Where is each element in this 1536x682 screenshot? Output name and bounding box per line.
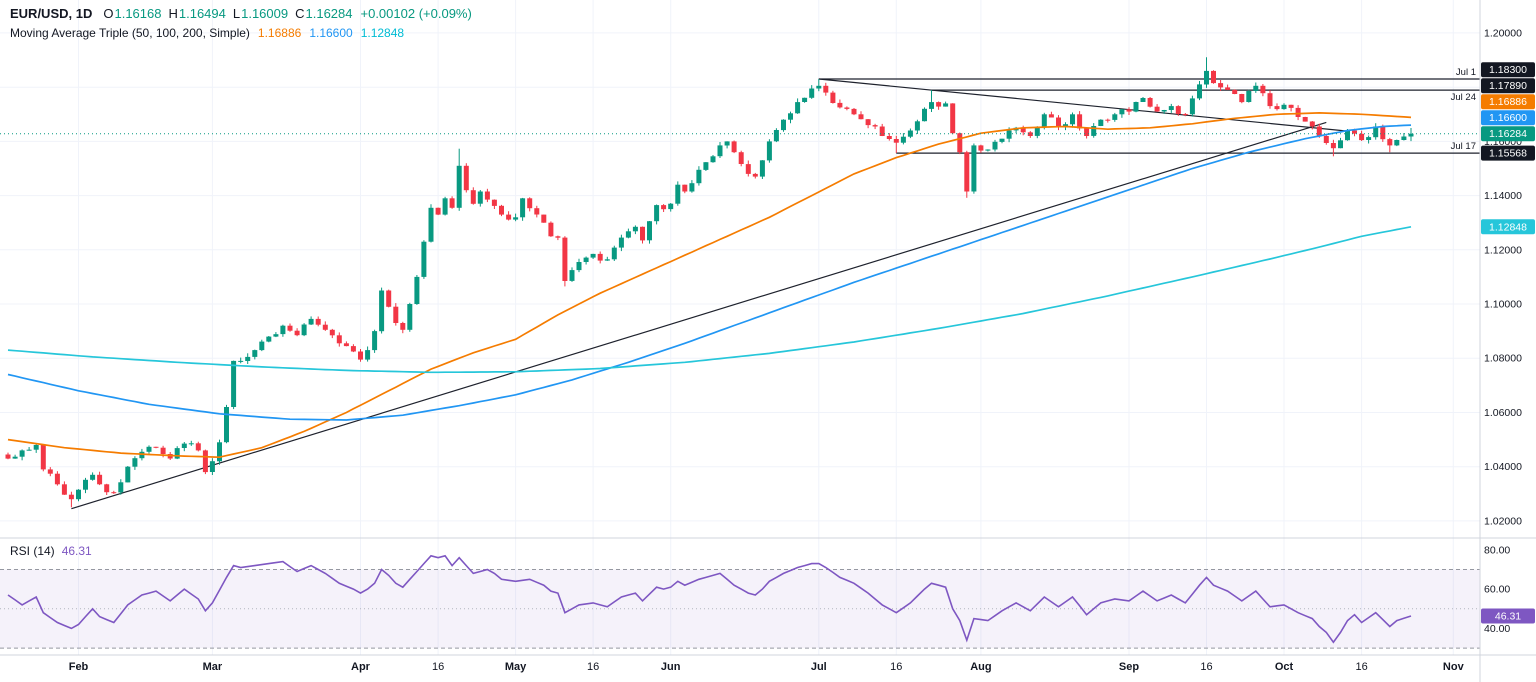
- symbol-title[interactable]: EUR/USD, 1D: [10, 6, 93, 21]
- ohlc-h-value: 1.16494: [178, 6, 226, 21]
- price-change: +0.00102 (+0.09%): [360, 6, 472, 21]
- svg-text:80.00: 80.00: [1484, 544, 1510, 556]
- time-label-Apr: Apr: [351, 661, 371, 673]
- svg-text:1.06000: 1.06000: [1484, 407, 1522, 419]
- ohlc-o-value: 1.16168: [114, 6, 162, 21]
- time-label-16: 16: [1355, 661, 1367, 673]
- ohlc-h-label: H: [168, 6, 178, 21]
- svg-text:1.14000: 1.14000: [1484, 190, 1522, 202]
- price-axis[interactable]: 1.200001.160001.140001.120001.100001.080…: [1451, 27, 1535, 635]
- rsi-legend: RSI (14) 46.31: [10, 544, 92, 558]
- time-label-May: May: [505, 661, 527, 673]
- svg-text:1.04000: 1.04000: [1484, 461, 1522, 473]
- time-label-Jun: Jun: [661, 661, 681, 673]
- svg-text:1.15568: 1.15568: [1489, 148, 1527, 160]
- time-label-16: 16: [1200, 661, 1212, 673]
- svg-text:1.18300: 1.18300: [1489, 64, 1527, 76]
- svg-text:60.00: 60.00: [1484, 584, 1510, 596]
- level-date-label: Jul 17: [1451, 141, 1476, 152]
- svg-text:1.16886: 1.16886: [1489, 96, 1527, 108]
- price-badge-1.16886: [1481, 94, 1535, 110]
- time-axis[interactable]: Feb Mar Apr 16 May 16 Jun Jul 16 Aug Sep 16 Oct 16 Nov: [69, 661, 1465, 673]
- rsi-badge: [1481, 608, 1535, 624]
- svg-text:1.08000: 1.08000: [1484, 353, 1522, 365]
- rsi-pane: [0, 569, 1480, 649]
- price-badge-1.18300: [1481, 62, 1535, 78]
- ohlc-l-value: 1.16009: [241, 6, 289, 21]
- price-badge-1.16600: [1481, 110, 1535, 126]
- svg-text:1.10000: 1.10000: [1484, 299, 1522, 311]
- time-label-16: 16: [587, 661, 599, 673]
- candlesticks[interactable]: [5, 57, 1414, 508]
- price-badge-1.17890: [1481, 78, 1535, 94]
- symbol-legend-row: EUR/USD, 1D O1.16168 H1.16494 L1.16009 C1.16…: [10, 6, 472, 21]
- ohlc-values: O1.16168 H1.16494 L1.16009 C1.16284 +0.00102…: [96, 6, 471, 21]
- svg-text:1.20000: 1.20000: [1484, 27, 1522, 39]
- rsi-value: 46.31: [61, 544, 92, 558]
- time-label-Oct: Oct: [1275, 661, 1294, 673]
- ohlc-c-value: 1.16284: [305, 6, 353, 21]
- time-label-16: 16: [432, 661, 444, 673]
- ohlc-c-label: C: [295, 6, 305, 21]
- rsi-title[interactable]: RSI (14): [10, 544, 55, 558]
- ohlc-l-label: L: [232, 6, 241, 21]
- ma-lines: [0, 112, 1480, 459]
- time-label-Mar: Mar: [203, 661, 223, 673]
- chart-legend: EUR/USD, 1D O1.16168 H1.16494 L1.16009 C1.16…: [10, 6, 472, 40]
- svg-text:46.31: 46.31: [1495, 611, 1521, 623]
- time-label-Jul: Jul: [811, 661, 827, 673]
- gridlines: [0, 0, 1480, 655]
- time-label-Feb: Feb: [69, 661, 89, 673]
- svg-text:40.00: 40.00: [1484, 623, 1510, 635]
- ma-value-2: 1.12848: [360, 26, 405, 40]
- time-label-Nov: Nov: [1443, 661, 1465, 673]
- price-badge-1.15568: [1481, 145, 1535, 161]
- ohlc-o-label: O: [103, 6, 114, 21]
- svg-text:1.16600: 1.16600: [1489, 112, 1527, 124]
- indicator-legend-row: Moving Average Triple (50, 100, 200, Sim…: [10, 26, 472, 40]
- time-label-Sep: Sep: [1119, 661, 1139, 673]
- svg-text:1.12000: 1.12000: [1484, 244, 1522, 256]
- rsi-line: [7, 554, 1412, 644]
- svg-text:1.16284: 1.16284: [1489, 128, 1527, 140]
- price-badge-1.16284: [1481, 126, 1535, 142]
- time-label-16: 16: [890, 661, 902, 673]
- level-date-label: Jul 24: [1451, 92, 1476, 103]
- svg-text:1.17890: 1.17890: [1489, 80, 1527, 92]
- time-label-Aug: Aug: [970, 661, 991, 673]
- svg-text:1.12848: 1.12848: [1489, 221, 1527, 233]
- ma-value-0: 1.16886: [257, 26, 302, 40]
- level-date-label: Jul 1: [1456, 67, 1476, 78]
- price-badge-1.12848: [1481, 219, 1535, 235]
- svg-text:1.02000: 1.02000: [1484, 515, 1522, 527]
- ma-values: 1.16886 1.16600 1.12848: [250, 26, 404, 40]
- ma-value-1: 1.16600: [309, 26, 353, 40]
- indicator-title[interactable]: Moving Average Triple (50, 100, 200, Sim…: [10, 26, 250, 40]
- trendlines[interactable]: [71, 78, 1480, 510]
